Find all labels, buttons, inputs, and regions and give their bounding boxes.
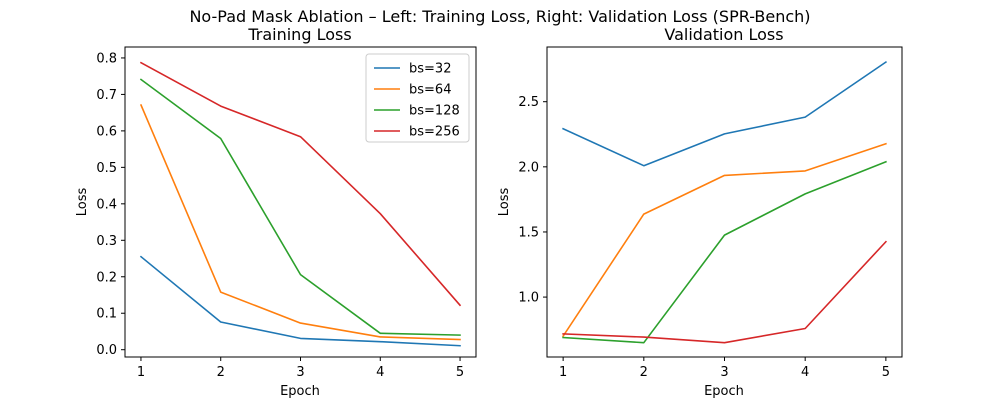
validation-axes-frame <box>546 46 903 358</box>
validation-ytick-label: 2.5 <box>518 95 539 110</box>
training-xtick-label: 3 <box>296 365 304 380</box>
training-series-line-bs-256 <box>139 61 462 307</box>
training-ytick-label: 0.8 <box>96 51 117 66</box>
validation-series-line-bs-32 <box>562 60 888 167</box>
training-ytick-label: 0.7 <box>96 88 117 103</box>
validation-ytick-label: 1.0 <box>518 291 539 306</box>
figure-suptitle: No-Pad Mask Ablation – Left: Training Lo… <box>189 7 810 26</box>
training-loss-title: Training Loss <box>247 25 351 44</box>
validation-series-line-bs-128 <box>562 160 887 344</box>
validation-series-line-bs-64 <box>561 142 887 338</box>
validation-ytick-label: 1.5 <box>518 225 539 240</box>
legend-label: bs=256 <box>409 125 460 140</box>
validation-xtick-label: 4 <box>801 365 809 380</box>
validation-loss-ylabel: Loss <box>497 188 512 217</box>
training-ytick-label: 0.3 <box>96 234 117 249</box>
training-xtick-label: 4 <box>376 365 384 380</box>
validation-xtick-label: 2 <box>640 365 648 380</box>
training-ytick-label: 0.1 <box>96 307 117 322</box>
validation-xtick-label: 1 <box>559 365 567 380</box>
validation-loss-title: Validation Loss <box>664 25 783 44</box>
training-loss-xlabel: Epoch <box>280 384 320 399</box>
validation-loss-axes: Validation Loss Epoch Loss 1 2 3 4 5 1.0 1.5 2.… <box>497 25 903 399</box>
training-loss-axes: Training Loss Epoch Loss 1 2 3 4 5 0.0 0.1 0.2 0… <box>75 25 477 399</box>
training-xtick-label: 1 <box>137 365 145 380</box>
training-ytick-label: 0.0 <box>96 343 117 358</box>
legend-label: bs=32 <box>409 62 451 77</box>
training-ytick-label: 0.4 <box>96 197 117 212</box>
validation-loss-xlabel: Epoch <box>704 384 744 399</box>
training-ytick-label: 0.5 <box>96 161 117 176</box>
validation-xtick-label: 5 <box>882 365 890 380</box>
training-series-line-bs-64 <box>139 103 461 341</box>
training-xtick-label: 2 <box>217 365 225 380</box>
validation-xtick-label: 3 <box>720 365 728 380</box>
legend-label: bs=128 <box>409 104 460 119</box>
training-ytick-label: 0.6 <box>96 124 117 139</box>
training-loss-ylabel: Loss <box>75 188 90 217</box>
legend-label: bs=64 <box>409 83 451 98</box>
legend-box <box>365 53 470 143</box>
training-ytick-label: 0.2 <box>96 270 117 285</box>
training-series-line-bs-128 <box>139 78 461 336</box>
validation-series-line-bs-256 <box>562 240 888 344</box>
training-series-line-bs-32 <box>139 255 461 347</box>
training-xtick-label: 5 <box>456 365 464 380</box>
validation-ytick-label: 2.0 <box>518 160 539 175</box>
legend: bs=32 bs=64 bs=128 bs=256 <box>365 53 470 143</box>
